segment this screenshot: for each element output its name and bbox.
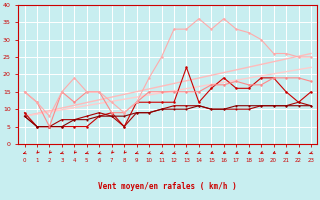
- X-axis label: Vent moyen/en rafales ( km/h ): Vent moyen/en rafales ( km/h ): [98, 182, 237, 191]
